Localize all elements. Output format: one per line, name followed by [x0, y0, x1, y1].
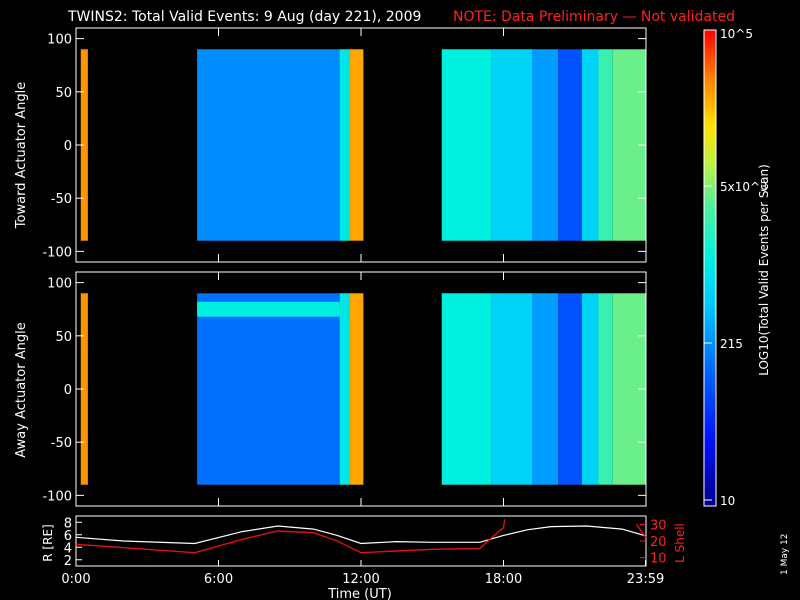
colorbar-label: LOG10(Total Valid Events per Scan) [757, 164, 771, 376]
heatmap-segment [581, 49, 599, 241]
heatmap-segment [441, 293, 492, 485]
heatmap-segment [558, 49, 582, 241]
away-ylabel: Away Actuator Angle [14, 322, 29, 457]
heatmap-segment [339, 49, 350, 241]
toward-heatmap-panel: 100 50 0 -50 -100 [42, 27, 647, 263]
y-tick-label: -50 [51, 192, 72, 207]
heatmap-segment [349, 293, 364, 485]
left-tick-label: 8 [64, 516, 72, 531]
colorbar-tick-215: 215 [720, 337, 743, 351]
right-tick-label: 30 [650, 518, 667, 533]
away-heatmap-panel: 100 50 0 -50 -100 [42, 271, 647, 507]
line-panel-frame [75, 515, 647, 567]
time-xlabel: Time (UT) [327, 587, 392, 600]
left-tick-label: 6 [64, 529, 72, 544]
y-tick-label: 0 [64, 139, 72, 154]
colorbar-tick-1e5: 10^5 [720, 27, 753, 41]
left-tick-label: 2 [64, 554, 72, 569]
y-tick-label: 50 [55, 330, 72, 345]
right-tick-label: 10 [650, 552, 667, 567]
colorbar-tick-5e3: 5x10^3 [720, 180, 768, 194]
heatmap-segment [598, 49, 613, 241]
left-tick-label: 4 [64, 541, 72, 556]
lshell-ylabel: L Shell [673, 523, 687, 563]
heatmap-segment [339, 293, 350, 485]
radius-ylabel: R [RE] [41, 524, 55, 561]
y-tick-label: 50 [55, 86, 72, 101]
x-tick-label: 0:00 [61, 572, 90, 587]
heatmap-segment [197, 293, 340, 485]
right-tick-label: 20 [650, 535, 667, 550]
y-tick-label: 100 [47, 277, 72, 292]
colorbar-tick-10: 10 [720, 494, 735, 508]
heatmap-segment [558, 293, 582, 485]
y-tick-label: 100 [47, 33, 72, 48]
heatmap-segment [80, 49, 88, 241]
y-tick-label: -100 [42, 489, 72, 504]
side-date-label: 1 May 12 [780, 533, 790, 575]
heatmap-segment [598, 293, 613, 485]
chart-title: TWINS2: Total Valid Events: 9 Aug (day 2… [67, 9, 421, 25]
y-tick-label: 0 [64, 383, 72, 398]
heatmap-segment [349, 49, 364, 241]
radius-line [75, 525, 647, 545]
heatmap-band [197, 301, 340, 317]
heatmap-segment [581, 293, 599, 485]
heatmap-segment [532, 293, 559, 485]
x-tick-label: 23:59 [627, 572, 664, 587]
toward-ylabel: Toward Actuator Angle [14, 82, 29, 229]
x-tick-label: 12:00 [342, 572, 379, 587]
heatmap-segment [491, 293, 532, 485]
heatmap-segment [532, 49, 559, 241]
heatmap-segment [491, 49, 532, 241]
heatmap-segment [441, 49, 492, 241]
x-tick-label: 18:00 [485, 572, 522, 587]
y-tick-label: -50 [51, 436, 72, 451]
colorbar [703, 29, 717, 507]
lshell-line [75, 519, 506, 554]
colorbar-ticks [704, 185, 712, 501]
heatmap-segment [197, 49, 340, 241]
lshell-line [635, 523, 647, 539]
heatmap-segment [80, 293, 88, 485]
x-tick-label: 6:00 [204, 572, 233, 587]
y-tick-label: -100 [42, 245, 72, 260]
preliminary-note: NOTE: Data Preliminary — Not validated [453, 9, 735, 25]
